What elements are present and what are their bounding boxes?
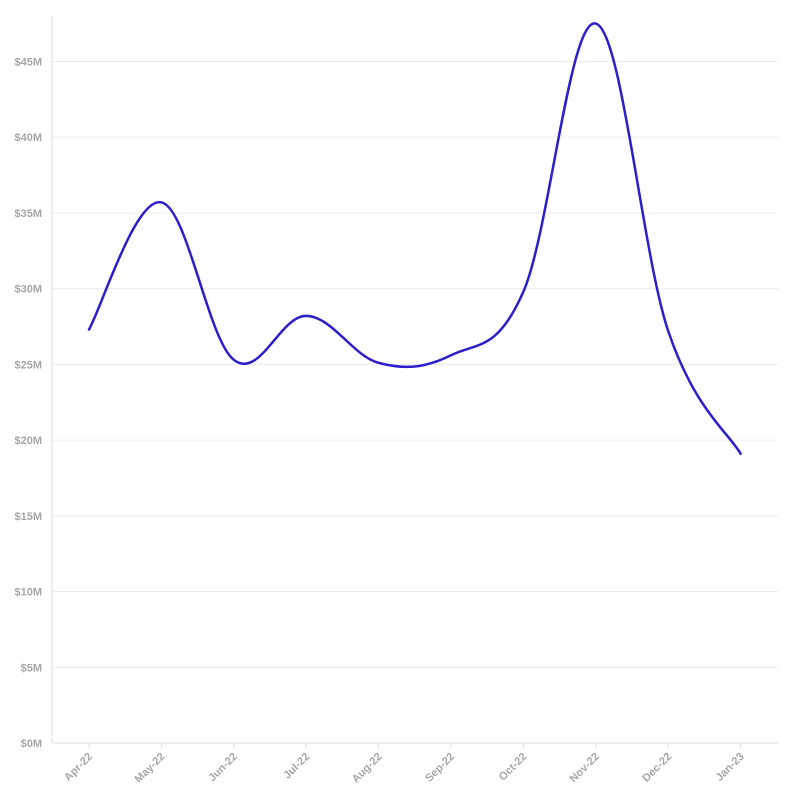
series-layer	[87, 22, 742, 455]
y-tick-label: $30M	[14, 284, 42, 296]
y-tick-label: $5M	[21, 662, 42, 674]
y-tick-label: $40M	[14, 132, 42, 144]
x-tick-labels: Apr-22 May-22 Jun-22 Jul-22 Aug-22 Sep-22 Oct-…	[62, 743, 747, 785]
y-tick-label: $20M	[14, 435, 42, 447]
x-tick-label: Jan-23	[714, 751, 747, 784]
x-tick-label: Apr-22	[62, 751, 95, 784]
series-line	[87, 22, 742, 455]
y-tick-label: $35M	[14, 208, 42, 220]
x-tick-label: Oct-22	[497, 751, 530, 784]
y-tick-label: $0M	[21, 738, 42, 750]
x-tick-label: Aug-22	[350, 751, 385, 786]
axes	[51, 16, 778, 744]
x-tick-label: Nov-22	[567, 751, 601, 785]
x-tick-label: Sep-22	[423, 751, 457, 785]
y-tick-label: $45M	[14, 56, 42, 68]
y-tick-label: $15M	[14, 511, 42, 523]
gridlines	[52, 60, 778, 668]
x-tick-label: May-22	[133, 751, 168, 786]
x-tick-label: Jul-22	[281, 751, 312, 782]
y-tick-label: $10M	[14, 587, 42, 599]
y-tick-label: $25M	[14, 359, 42, 371]
y-tick-labels: $0M $5M $10M $15M $20M $25M $30M $35M $40M $45M	[14, 56, 42, 750]
x-tick-label: Jun-22	[206, 751, 240, 785]
x-tick-label: Dec-22	[640, 751, 674, 785]
